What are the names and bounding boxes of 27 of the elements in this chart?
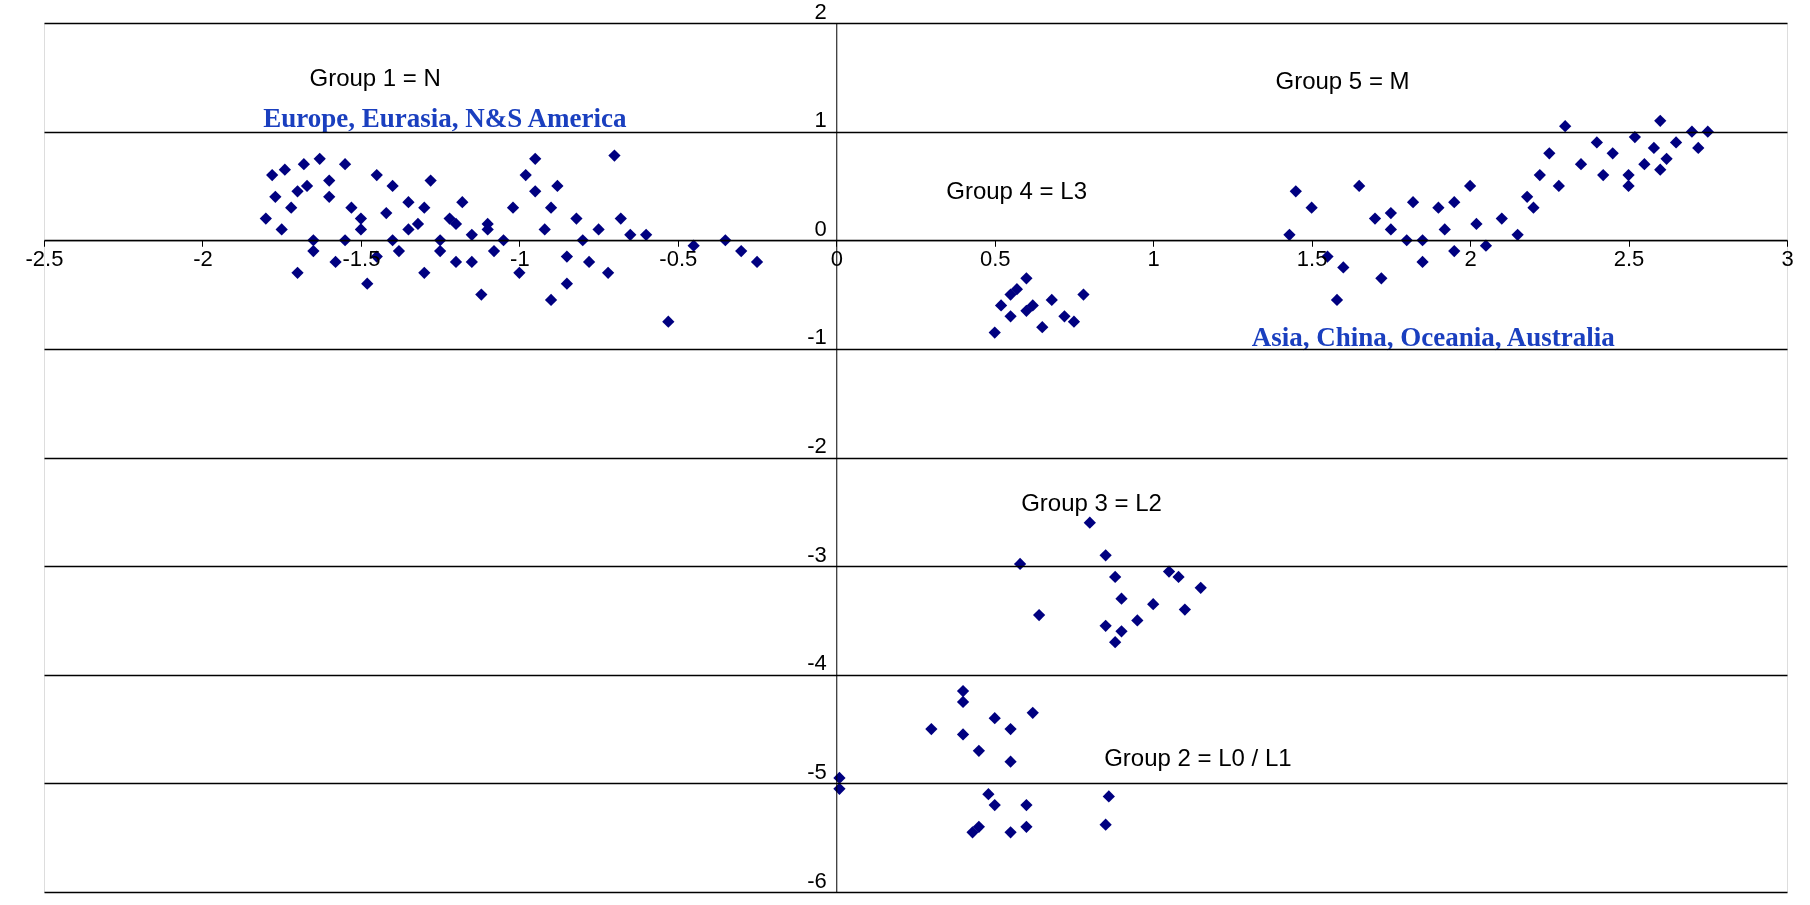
x-tick-label: -2.5 [25, 245, 64, 271]
x-tick-label: 3 [1781, 245, 1794, 271]
y-tick-label: -6 [807, 867, 827, 893]
x-tick-label: 2 [1464, 245, 1477, 271]
annotation: Group 3 = L2 [1021, 489, 1162, 517]
y-tick-label: -5 [807, 758, 827, 784]
y-tick-label: -3 [807, 541, 827, 567]
y-tick-label: 0 [814, 215, 827, 241]
x-tick-label: -1.5 [342, 245, 381, 271]
y-tick-label: 1 [814, 107, 827, 133]
x-tick-label: 1 [1147, 245, 1160, 271]
x-tick-label: -2 [193, 245, 213, 271]
y-tick-label: -1 [807, 324, 827, 350]
annotation: Group 2 = L0 / L1 [1104, 744, 1292, 772]
x-tick-label: -1 [510, 245, 530, 271]
y-tick-label: -4 [807, 650, 827, 676]
annotation: Group 1 = N [309, 64, 441, 92]
annotation: Group 5 = M [1275, 67, 1410, 95]
x-tick-label: -0.5 [659, 245, 698, 271]
annotation: Asia, China, Oceania, Australia [1251, 321, 1616, 352]
y-tick-label: -2 [807, 433, 827, 458]
annotation: Europe, Eurasia, N&S America [263, 102, 628, 133]
x-tick-label: 1.5 [1296, 245, 1328, 271]
annotation: Group 4 = L3 [946, 177, 1087, 205]
x-tick-label: 2.5 [1613, 245, 1645, 271]
x-tick-label: 0.5 [979, 245, 1011, 271]
y-tick-label: 2 [814, 0, 827, 24]
